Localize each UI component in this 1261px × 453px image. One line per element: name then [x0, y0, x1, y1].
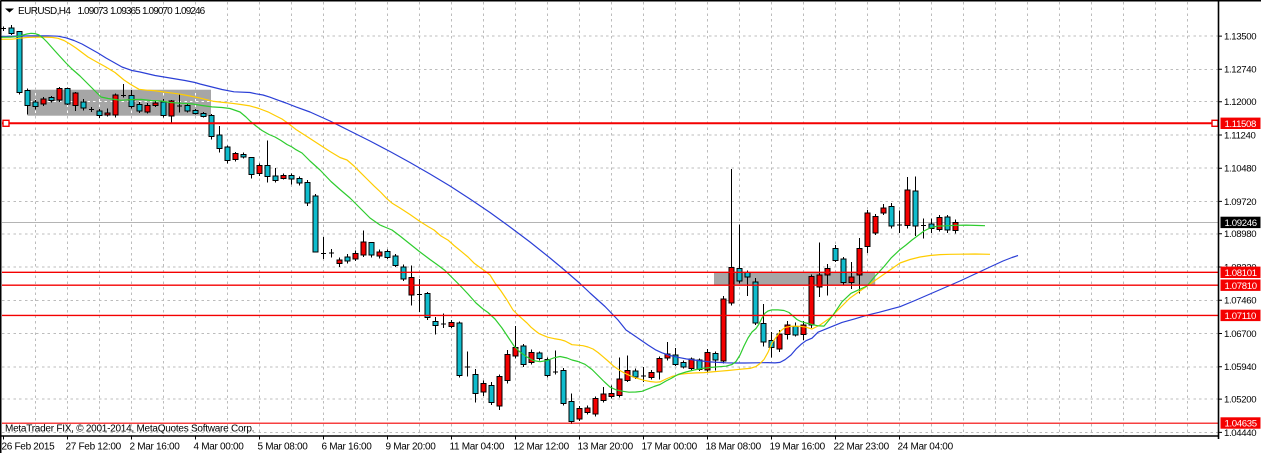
svg-text:1.08101: 1.08101	[1225, 268, 1257, 279]
svg-text:24 Mar 04:00: 24 Mar 04:00	[898, 442, 954, 453]
svg-text:1.11508: 1.11508	[1225, 119, 1257, 130]
svg-text:MetaTrader FIX, © 2001-2014, M: MetaTrader FIX, © 2001-2014, MetaQuotes …	[5, 424, 254, 435]
svg-text:12 Mar 12:00: 12 Mar 12:00	[514, 442, 570, 453]
svg-text:26 Feb 2015: 26 Feb 2015	[2, 442, 56, 453]
svg-text:1.04635: 1.04635	[1225, 419, 1257, 430]
svg-text:17 Mar 00:00: 17 Mar 00:00	[642, 442, 698, 453]
svg-text:5 Mar 08:00: 5 Mar 08:00	[258, 442, 309, 453]
svg-text:1.10480: 1.10480	[1224, 164, 1256, 175]
svg-text:18 Mar 08:00: 18 Mar 08:00	[706, 442, 762, 453]
svg-text:6 Mar 16:00: 6 Mar 16:00	[322, 442, 373, 453]
svg-text:13 Mar 20:00: 13 Mar 20:00	[578, 442, 634, 453]
svg-text:2 Mar 16:00: 2 Mar 16:00	[130, 442, 181, 453]
svg-text:9 Mar 20:00: 9 Mar 20:00	[386, 442, 437, 453]
svg-text:1.11240: 1.11240	[1224, 130, 1256, 141]
svg-text:1.09070: 1.09070	[142, 6, 173, 17]
svg-text:11 Mar 04:00: 11 Mar 04:00	[450, 442, 505, 453]
svg-text:1.09073: 1.09073	[78, 6, 109, 17]
svg-text:EURUSD,H4: EURUSD,H4	[18, 6, 71, 17]
svg-text:1.05200: 1.05200	[1224, 395, 1256, 406]
svg-text:1.05940: 1.05940	[1224, 362, 1256, 373]
svg-text:1.12740: 1.12740	[1224, 65, 1256, 76]
svg-text:1.07460: 1.07460	[1224, 296, 1256, 307]
svg-text:4 Mar 00:00: 4 Mar 00:00	[194, 442, 245, 453]
svg-text:1.12000: 1.12000	[1224, 97, 1256, 108]
svg-text:1.09246: 1.09246	[175, 6, 206, 17]
svg-text:1.07110: 1.07110	[1225, 311, 1257, 322]
svg-text:1.13500: 1.13500	[1224, 32, 1256, 43]
svg-text:27 Feb 12:00: 27 Feb 12:00	[66, 442, 122, 453]
svg-text:19 Mar 16:00: 19 Mar 16:00	[770, 442, 826, 453]
svg-text:1.08980: 1.08980	[1224, 229, 1256, 240]
svg-text:1.04440: 1.04440	[1224, 428, 1256, 439]
svg-text:1.09720: 1.09720	[1224, 197, 1256, 208]
svg-text:1.09246: 1.09246	[1225, 218, 1257, 229]
svg-text:1.07810: 1.07810	[1225, 281, 1257, 292]
svg-text:22 Mar 23:00: 22 Mar 23:00	[834, 442, 890, 453]
svg-text:1.09365: 1.09365	[110, 6, 141, 17]
svg-text:1.06700: 1.06700	[1224, 329, 1256, 340]
